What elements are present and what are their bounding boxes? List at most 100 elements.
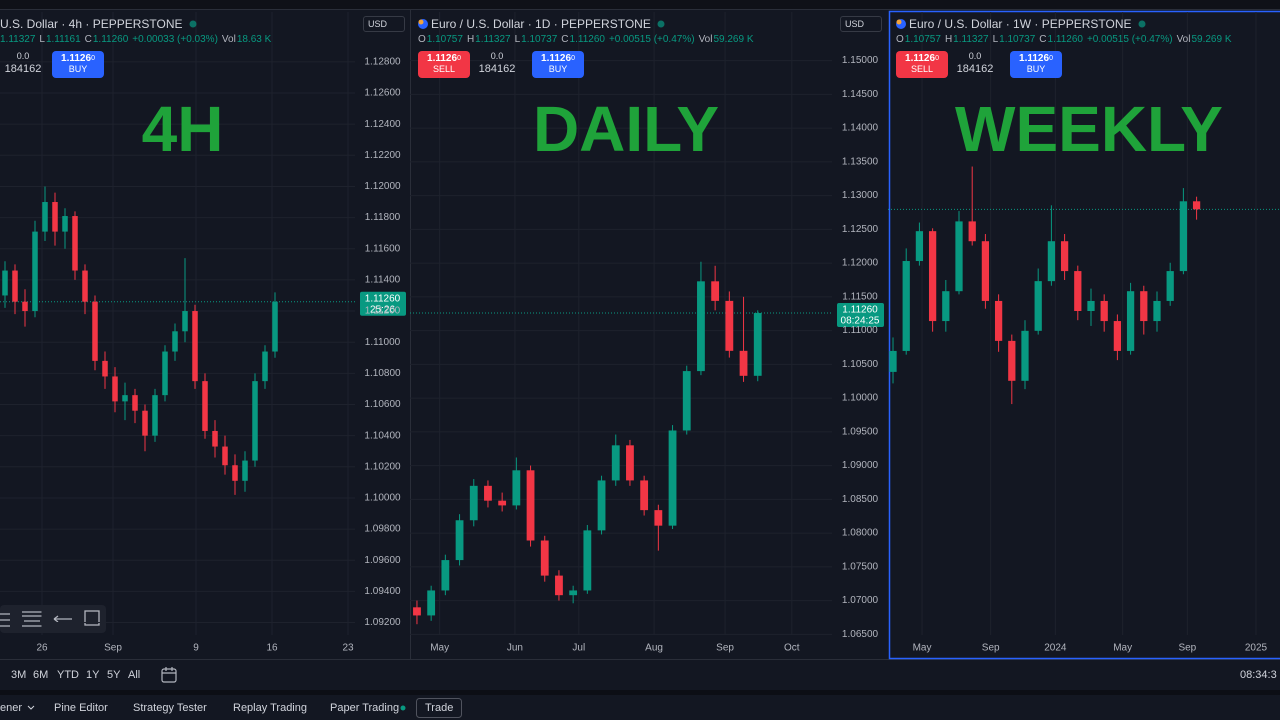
candle-body — [1034, 281, 1042, 331]
spread-box: 0.0 184162 — [474, 50, 520, 76]
symbol-title[interactable]: Euro / U.S. Dollar · 1D · PEPPERSTONE — [431, 17, 651, 31]
sell-button[interactable]: 1.11260 SELL — [896, 51, 948, 78]
range-button[interactable]: YTD — [57, 669, 79, 681]
y-tick-label: 1.14500 — [842, 89, 879, 100]
y-tick-label: 1.13500 — [842, 156, 879, 167]
candle-body — [981, 241, 990, 301]
bottom-tab[interactable]: Replay Trading — [233, 702, 307, 714]
bottom-tab[interactable]: Strategy Tester — [133, 702, 207, 714]
ohlc-value: 59.269 K — [713, 34, 754, 45]
spread: 0.0 — [490, 51, 504, 61]
marks — [2, 166, 1201, 625]
symbol-title[interactable]: U.S. Dollar · 4h · PEPPERSTONE — [0, 17, 183, 31]
volume-row: 184162 — [952, 63, 998, 76]
candle-body — [1060, 241, 1069, 272]
y-tick-label: 1.10400 — [364, 430, 401, 441]
currency-select[interactable]: USD — [363, 16, 405, 32]
y-tick-label: 1.11600 — [365, 243, 401, 254]
x-tick-label: Jun — [507, 643, 523, 654]
status-dot — [657, 20, 665, 28]
y-tick-label: 1.12000 — [842, 258, 879, 269]
timeframe-label: 4H — [141, 93, 224, 165]
x-tick-label: 23 — [342, 643, 354, 654]
timeframe-label: WEEKLY — [955, 93, 1223, 165]
x-tick-label: 2025 — [1245, 643, 1268, 654]
drawing-toolbar[interactable] — [0, 605, 106, 633]
candle-body — [942, 291, 950, 322]
candle-body — [142, 410, 148, 436]
candle-body — [427, 590, 436, 616]
range-button[interactable]: 5Y — [107, 669, 121, 681]
side-label: SELL — [910, 64, 934, 74]
ohlc-value: 1.11327 — [475, 34, 511, 45]
candle-body — [1166, 271, 1174, 301]
ohlc-item: L 1.10737 — [993, 34, 1036, 45]
ohlc-item: C 1.11260 — [85, 34, 129, 45]
candle-body — [222, 446, 228, 466]
candle-body — [112, 376, 118, 402]
ohlc-value: +0.00515 (+0.47%) — [1086, 34, 1173, 45]
candle-body — [555, 575, 563, 596]
calendar-icon[interactable] — [161, 667, 177, 683]
y-tick-label: 1.12800 — [364, 56, 401, 67]
ohlc-item: Vol 59.269 K — [699, 34, 754, 45]
candle-body — [413, 607, 421, 616]
candle-body — [697, 281, 705, 372]
ohlc-value: 18.63 K — [236, 34, 272, 45]
ohlc-value: 1.10737 — [521, 34, 558, 45]
bottom-tab[interactable]: Paper Trading — [330, 702, 400, 714]
range-button[interactable]: 6M — [33, 669, 49, 681]
range-button[interactable]: 3M — [11, 669, 27, 681]
range-button[interactable]: 1Y — [86, 669, 100, 681]
buy-button[interactable]: 1.11260 BUY — [52, 51, 104, 78]
candle-body — [1047, 241, 1056, 282]
candle-body — [172, 331, 178, 352]
y-tick-label: 1.10600 — [364, 399, 401, 410]
tab-chevron — [27, 705, 35, 710]
y-tick-label: 1.14000 — [842, 123, 879, 134]
currency-select[interactable]: USD — [840, 16, 882, 32]
price-pip: 0 — [571, 55, 575, 62]
ohlc-value: 1.11260 — [1047, 34, 1083, 45]
price-tag — [837, 303, 884, 328]
symbol-title[interactable]: Euro / U.S. Dollar · 1W · PEPPERSTONE — [909, 17, 1132, 31]
candle-body — [162, 351, 168, 396]
ohlc-key: Vol — [1176, 34, 1191, 45]
bottom-tab[interactable]: Pine Editor — [54, 702, 108, 714]
candle-body — [272, 301, 278, 352]
candle-body — [122, 395, 128, 402]
candle-body — [512, 470, 521, 506]
ohlc-item: H 1.11327 — [945, 34, 989, 45]
x-tick-label: 16 — [266, 643, 278, 654]
buy-button[interactable]: 1.11260 BUY — [532, 51, 584, 78]
candle-body — [1008, 340, 1016, 381]
y-tick-label: 1.12200 — [364, 150, 401, 161]
countdown: 08:24:25 — [841, 316, 880, 327]
ohlc-value: 1.11260 — [92, 34, 129, 45]
price-pip: 0 — [91, 55, 95, 62]
volume-row: 184162 — [474, 63, 520, 76]
candle-body — [152, 395, 158, 436]
bottom-tab[interactable]: ener — [0, 702, 23, 714]
ohlc-item: +0.00515 (+0.47%) — [609, 34, 695, 45]
y-tick-label: 1.12500 — [842, 224, 879, 235]
x-tick-label: Aug — [645, 643, 663, 654]
side: BUY — [532, 64, 584, 75]
x-tick-label: 26 — [36, 643, 48, 654]
ohlc-item: 1.11327 — [0, 34, 35, 45]
candle-body — [72, 216, 78, 271]
buy-button[interactable]: 1.11260 BUY — [1010, 51, 1062, 78]
y-tick-label: 1.10000 — [364, 493, 401, 504]
range-button[interactable]: All — [128, 669, 141, 681]
spread-row: 0.0 — [952, 50, 998, 63]
candle-body — [242, 460, 248, 481]
ohlc-key: C — [84, 34, 92, 45]
candle-body — [725, 300, 734, 351]
sell-button[interactable]: 1.11260 SELL — [418, 51, 470, 78]
separator — [0, 690, 1280, 695]
y-tick-label: 1.11000 — [365, 337, 401, 348]
bottom-tab[interactable]: Trade — [425, 702, 454, 714]
ohlc-key: O — [418, 34, 426, 45]
y-tick-label: 1.10200 — [364, 461, 401, 472]
price: 1.11260 — [1010, 53, 1062, 64]
